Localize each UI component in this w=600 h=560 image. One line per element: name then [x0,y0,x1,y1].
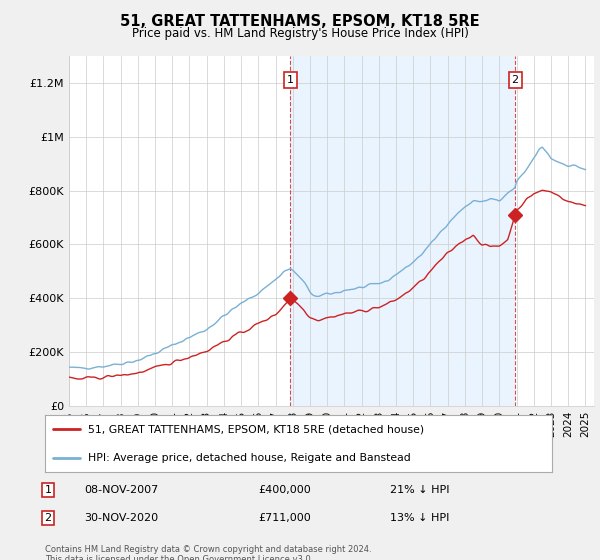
Text: 51, GREAT TATTENHAMS, EPSOM, KT18 5RE (detached house): 51, GREAT TATTENHAMS, EPSOM, KT18 5RE (d… [88,424,424,434]
Text: 2: 2 [512,75,519,85]
Text: HPI: Average price, detached house, Reigate and Banstead: HPI: Average price, detached house, Reig… [88,452,411,463]
Text: £711,000: £711,000 [258,513,311,523]
Text: 2: 2 [44,513,52,523]
Text: 13% ↓ HPI: 13% ↓ HPI [390,513,449,523]
Text: 08-NOV-2007: 08-NOV-2007 [84,485,158,495]
Text: 51, GREAT TATTENHAMS, EPSOM, KT18 5RE: 51, GREAT TATTENHAMS, EPSOM, KT18 5RE [120,14,480,29]
Text: 1: 1 [287,75,294,85]
Text: Price paid vs. HM Land Registry's House Price Index (HPI): Price paid vs. HM Land Registry's House … [131,27,469,40]
Bar [290,56,515,406]
Text: 30-NOV-2020: 30-NOV-2020 [84,513,158,523]
Text: 21% ↓ HPI: 21% ↓ HPI [390,485,449,495]
Text: Contains HM Land Registry data © Crown copyright and database right 2024.
This d: Contains HM Land Registry data © Crown c… [45,545,371,560]
Text: 1: 1 [44,485,52,495]
Text: £400,000: £400,000 [258,485,311,495]
